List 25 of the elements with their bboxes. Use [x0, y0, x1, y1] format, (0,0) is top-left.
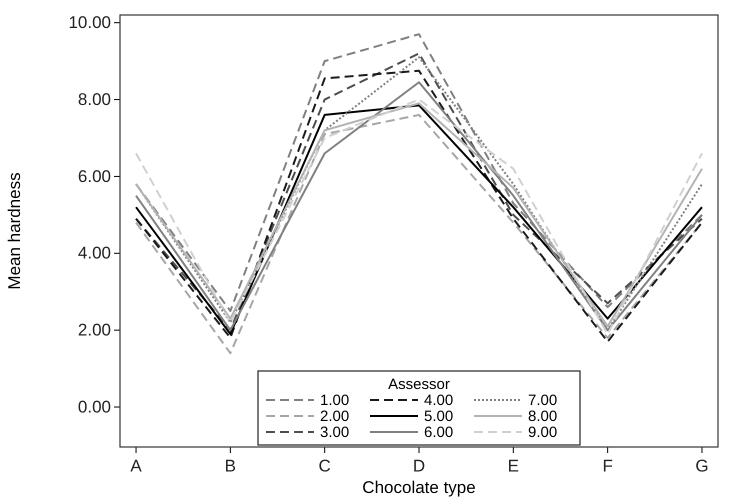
y-tick-label: 4.00 [78, 244, 111, 263]
legend-label: 9.00 [528, 424, 558, 441]
y-tick-label: 2.00 [78, 320, 111, 340]
x-tick-label: D [412, 456, 426, 476]
legend-label: 1.00 [320, 392, 350, 409]
x-tick-label: B [224, 456, 236, 476]
legend-label: 2.00 [320, 408, 350, 425]
legend-label: 6.00 [424, 424, 454, 441]
legend-label: 5.00 [424, 408, 454, 425]
x-tick-label: G [695, 456, 709, 476]
y-tick-label: 0.00 [78, 397, 111, 416]
x-tick-label: E [508, 456, 519, 476]
x-tick-label: F [602, 456, 613, 476]
legend-label: 4.00 [424, 392, 454, 409]
y-tick-label: 10.00 [68, 13, 111, 32]
legend-label: 7.00 [528, 392, 558, 409]
y-axis-title: Mean hardness [5, 172, 24, 290]
legend-title: Assessor [388, 376, 450, 393]
x-tick-label: A [130, 456, 142, 476]
y-tick-label: 6.00 [78, 166, 111, 186]
y-tick-label: 8.00 [78, 90, 111, 109]
legend-label: 8.00 [528, 408, 558, 425]
legend-label: 3.00 [320, 424, 350, 441]
x-axis-title: Chocolate type [362, 478, 476, 497]
x-tick-label: C [318, 456, 331, 476]
